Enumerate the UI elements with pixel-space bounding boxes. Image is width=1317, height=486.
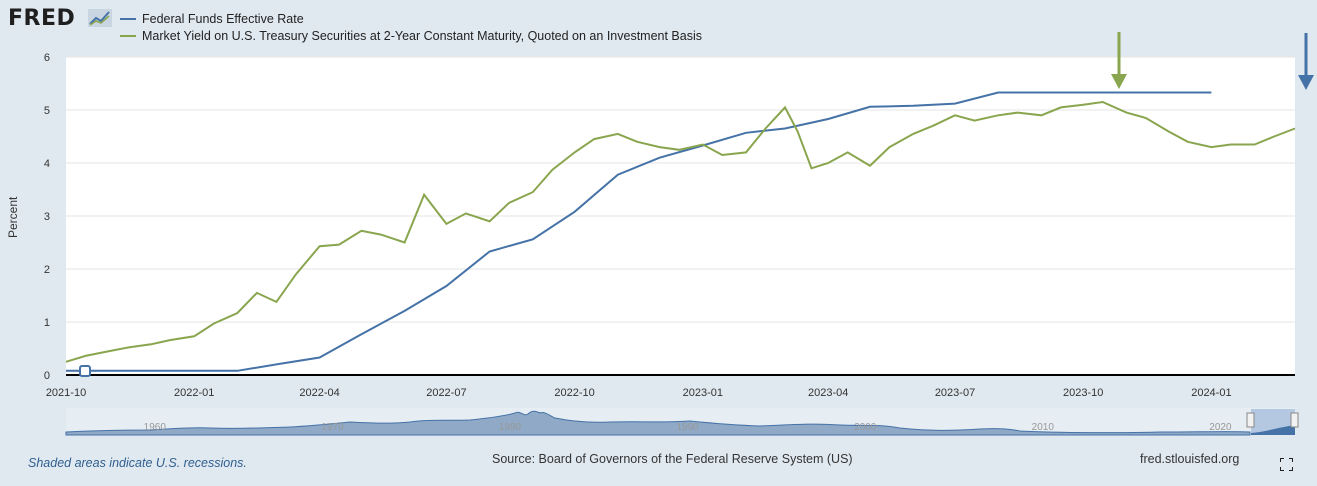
navigator-year-label: 1980 <box>499 422 522 433</box>
site-link[interactable]: fred.stlouisfed.org <box>1140 452 1240 466</box>
legend-swatch-dgs2 <box>120 34 136 37</box>
x-tick-label: 2023-01 <box>683 387 723 399</box>
navigator-year-label: 2000 <box>854 422 877 433</box>
y-tick-label: 3 <box>44 211 50 223</box>
range-start-handle[interactable] <box>79 365 91 377</box>
grid-lines <box>66 56 1295 323</box>
legend: Federal Funds Effective Rate Market Yiel… <box>120 10 702 44</box>
x-tick-label: 2023-04 <box>808 387 848 399</box>
x-tick-label: 2022-01 <box>174 387 214 399</box>
y-tick-label: 6 <box>44 52 50 64</box>
series-layer <box>65 91 1296 372</box>
fullscreen-icon[interactable] <box>1280 458 1293 471</box>
navigator-area <box>65 410 1251 436</box>
y-axis-ticks: 0 1 2 3 4 5 6 <box>44 52 50 382</box>
x-tick-label: 2023-07 <box>935 387 975 399</box>
navigator-year-label: 2010 <box>1032 422 1055 433</box>
y-tick-label: 2 <box>44 264 50 276</box>
fred-logo[interactable]: FRED <box>8 6 76 31</box>
x-tick-label: 2022-04 <box>299 387 339 399</box>
navigator-labels: 1960 1970 1980 1990 2000 2010 2020 <box>144 422 1232 433</box>
recession-note: Shaded areas indicate U.S. recessions. <box>28 456 247 470</box>
down-arrow-icon <box>1111 32 1127 89</box>
x-tick-label: 2022-10 <box>554 387 594 399</box>
y-tick-label: 0 <box>44 370 50 382</box>
legend-item-fedfunds[interactable]: Federal Funds Effective Rate <box>120 10 702 27</box>
navigator-year-label: 2020 <box>1209 422 1232 433</box>
navigator-handle-left[interactable] <box>1246 412 1255 428</box>
legend-item-dgs2[interactable]: Market Yield on U.S. Treasury Securities… <box>120 27 702 44</box>
x-tick-label: 2024-01 <box>1191 387 1231 399</box>
navigator-year-label: 1990 <box>676 422 699 433</box>
down-arrow-icon <box>1298 33 1314 90</box>
legend-label-fedfunds: Federal Funds Effective Rate <box>142 11 304 26</box>
y-tick-label: 1 <box>44 317 50 329</box>
fred-chart-icon <box>88 9 112 27</box>
navigator-year-label: 1970 <box>321 422 344 433</box>
y-tick-label: 4 <box>44 158 50 170</box>
y-tick-label: 5 <box>44 105 50 117</box>
legend-swatch-fedfunds <box>120 17 136 20</box>
series-line-dgs2 <box>65 100 1296 363</box>
x-tick-label: 2021-10 <box>46 387 86 399</box>
legend-label-dgs2: Market Yield on U.S. Treasury Securities… <box>142 28 702 43</box>
x-tick-label: 2023-10 <box>1063 387 1103 399</box>
x-axis-ticks: 2021-10 2022-01 2022-04 2022-07 2022-10 2023-… <box>46 387 1232 399</box>
x-tick-label: 2022-07 <box>426 387 466 399</box>
navigator-year-label: 1960 <box>144 422 167 433</box>
navigator-selected-area <box>1251 425 1295 435</box>
source-text: Source: Board of Governors of the Federa… <box>492 452 853 466</box>
navigator-handle-right[interactable] <box>1290 412 1299 428</box>
